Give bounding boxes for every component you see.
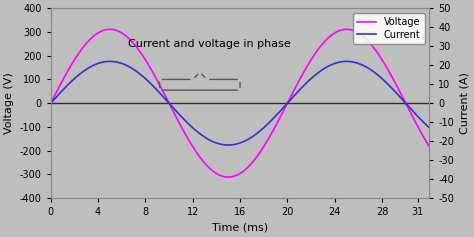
Current: [91, 64, 97, 67]
Voltage: [114, 29, 119, 32]
Voltage: [419, 133, 425, 136]
Legend: Voltage, Current: Voltage, Current: [353, 13, 425, 44]
Current: [210, 140, 215, 143]
Voltage: [48, 102, 54, 105]
Current: [48, 102, 54, 105]
Line: Voltage: Voltage: [51, 29, 429, 177]
Voltage: [226, 176, 231, 178]
Current: [114, 61, 119, 64]
Current: [344, 60, 349, 63]
Text: Current and voltage in phase: Current and voltage in phase: [128, 39, 291, 49]
Voltage: [344, 28, 349, 31]
Voltage: [91, 34, 97, 37]
Voltage: [210, 169, 215, 172]
Voltage: [427, 145, 432, 148]
Voltage: [193, 150, 199, 153]
Current: [419, 119, 425, 122]
Voltage: [379, 57, 384, 60]
X-axis label: Time (ms): Time (ms): [212, 223, 268, 233]
Current: [226, 144, 231, 146]
Y-axis label: Current (A): Current (A): [460, 72, 470, 134]
Current: [193, 129, 199, 132]
Line: Current: Current: [51, 61, 429, 145]
Current: [379, 77, 384, 79]
Y-axis label: Voltage (V): Voltage (V): [4, 72, 14, 134]
Current: [427, 126, 432, 129]
